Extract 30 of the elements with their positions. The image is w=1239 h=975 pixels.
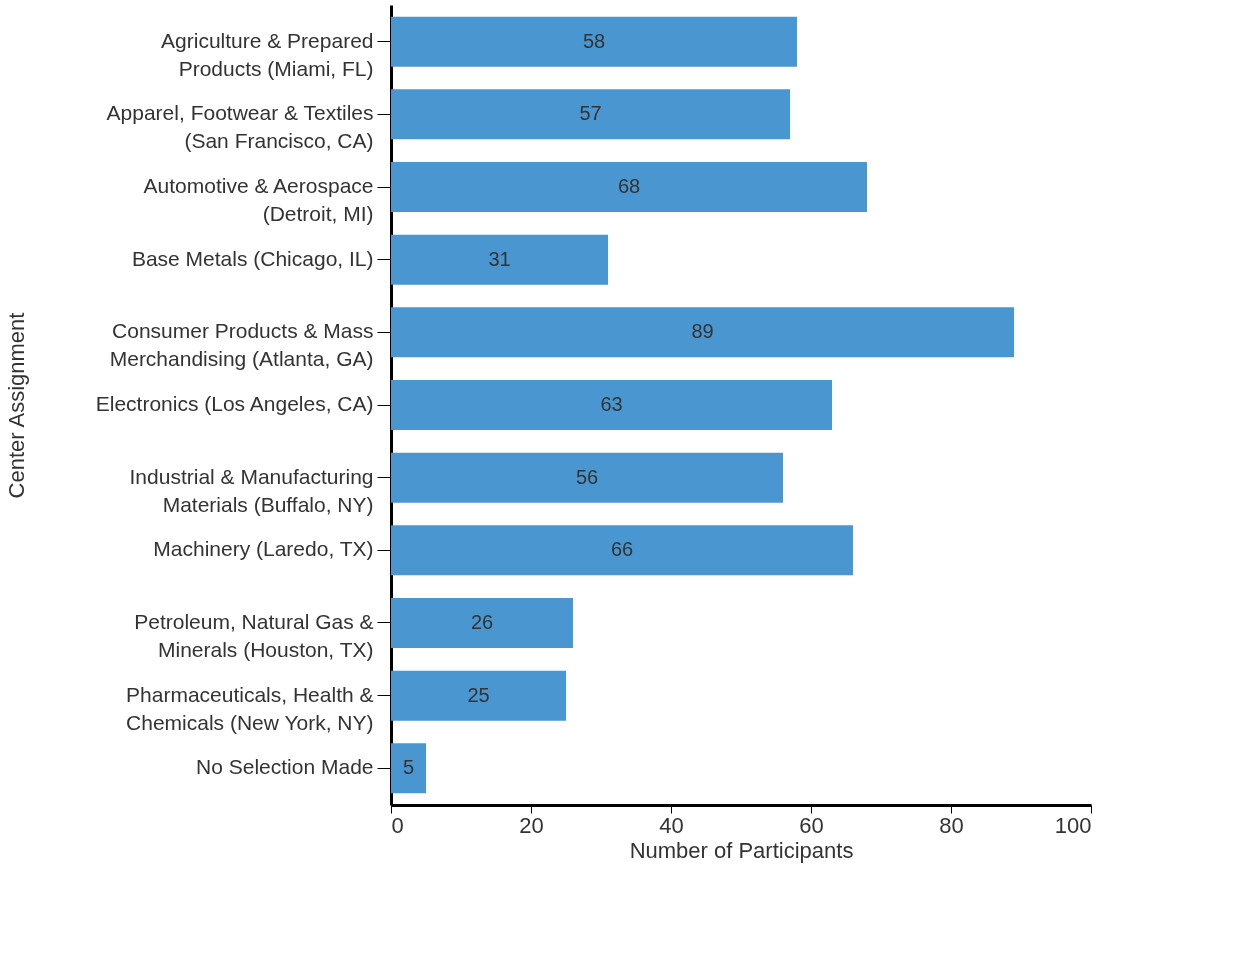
data-label: 66 xyxy=(610,538,634,561)
y-tick-label: Pharmaceuticals, Health & Chemicals (New York, NY) xyxy=(126,682,374,734)
y-tick-label: Electronics (Los Angeles, CA) xyxy=(95,392,374,415)
data-label: 68 xyxy=(617,175,641,198)
x-tick-label: 0 xyxy=(391,812,404,838)
x-tick-label: 40 xyxy=(659,812,684,838)
data-label: 89 xyxy=(691,320,714,343)
y-tick-label: Agriculture & Prepared Products (Miami, FL) xyxy=(161,28,374,80)
y-tick-label: Industrial & Manufacturing Materials (Buffalo, NY) xyxy=(129,464,374,516)
y-tick-label: Consumer Products & Mass Merchandising (Atlanta, GA) xyxy=(109,319,374,371)
x-tick-label: 20 xyxy=(519,812,544,838)
x-tick-label: 80 xyxy=(939,812,964,838)
x-axis-title: Number of Participants xyxy=(629,837,854,863)
y-axis-title: Center Assignment xyxy=(3,312,29,499)
data-label: 57 xyxy=(579,102,602,125)
data-label: 56 xyxy=(575,465,599,488)
x-tick-label: 100 xyxy=(1054,812,1092,838)
y-tick-label: Machinery (Laredo, TX) xyxy=(153,537,374,561)
data-label: 31 xyxy=(488,247,511,270)
data-label: 58 xyxy=(582,29,606,52)
y-tick-label: Apparel, Footwear & Textiles (San Francisco, CA) xyxy=(106,101,374,153)
data-label: 25 xyxy=(467,683,490,706)
y-tick-label: No Selection Made xyxy=(196,755,374,779)
data-label: 63 xyxy=(600,393,623,415)
y-tick-label: Petroleum, Natural Gas & Minerals (Houston, TX) xyxy=(134,609,374,661)
y-tick-label: Base Metals (Chicago, IL) xyxy=(131,246,374,270)
y-tick-label: Automotive & Aerospace (Detroit, MI) xyxy=(143,174,374,226)
x-tick-label: 60 xyxy=(799,812,824,838)
data-label: 5 xyxy=(402,756,415,779)
data-label: 26 xyxy=(470,610,494,633)
